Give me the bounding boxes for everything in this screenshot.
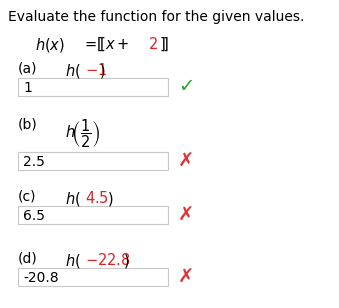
Text: $h(x)$: $h(x)$ [35, 36, 65, 54]
Text: $h($: $h($ [65, 62, 81, 80]
Text: $h\!\left(\dfrac{1}{2}\right)$: $h\!\left(\dfrac{1}{2}\right)$ [65, 117, 100, 150]
FancyBboxPatch shape [18, 268, 168, 286]
Text: 1: 1 [23, 81, 32, 95]
Text: 2.5: 2.5 [23, 155, 45, 169]
Text: $[\![x + $: $[\![x + $ [96, 36, 129, 53]
Text: ✓: ✓ [178, 78, 194, 96]
Text: Evaluate the function for the given values.: Evaluate the function for the given valu… [8, 10, 304, 24]
FancyBboxPatch shape [18, 152, 168, 170]
Text: ✗: ✗ [178, 152, 194, 171]
Text: $]\!]$: $]\!]$ [159, 36, 169, 53]
Text: $h($: $h($ [65, 190, 81, 208]
Text: $)$: $)$ [107, 190, 113, 208]
Text: ✗: ✗ [178, 268, 194, 286]
Text: (b): (b) [18, 118, 38, 132]
Text: (c): (c) [18, 190, 37, 204]
Text: -20.8: -20.8 [23, 271, 59, 285]
FancyBboxPatch shape [18, 206, 168, 224]
Text: $4.5$: $4.5$ [85, 190, 109, 206]
Text: (a): (a) [18, 62, 38, 76]
Text: ✗: ✗ [178, 205, 194, 225]
Text: (d): (d) [18, 252, 38, 266]
Text: $-22.8$: $-22.8$ [85, 252, 131, 268]
Text: $)$: $)$ [123, 252, 129, 270]
Text: $h($: $h($ [65, 252, 81, 270]
Text: $2$: $2$ [148, 36, 158, 52]
FancyBboxPatch shape [18, 78, 168, 96]
Text: $)$: $)$ [99, 62, 105, 80]
Text: 6.5: 6.5 [23, 209, 45, 223]
Text: $=$: $=$ [82, 36, 98, 51]
Text: $-1$: $-1$ [85, 62, 107, 78]
